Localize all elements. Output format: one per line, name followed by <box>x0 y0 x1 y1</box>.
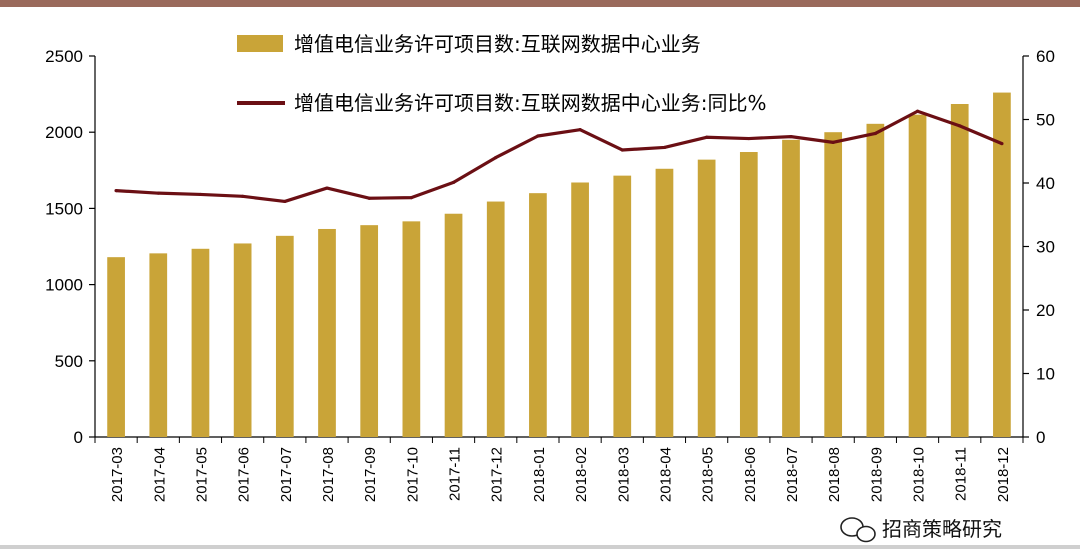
line-point-2017-10 <box>409 196 413 200</box>
legend: 增值电信业务许可项目数:互联网数据中心业务 增值电信业务许可项目数:互联网数据中… <box>237 32 766 115</box>
left-tick-label: 1000 <box>45 276 83 295</box>
left-tick-label: 1500 <box>45 199 83 218</box>
x-tick-label: 2017-12 <box>489 447 506 502</box>
bar-2017-03 <box>107 257 125 437</box>
bar-2018-02 <box>571 182 589 437</box>
x-tick-label: 2017-05 <box>193 447 210 502</box>
line-point-2017-09 <box>367 196 371 200</box>
right-tick-label: 20 <box>1036 301 1055 320</box>
bar-2017-12 <box>486 201 505 437</box>
x-tick-label: 2018-05 <box>700 447 717 502</box>
left-tick-label: 0 <box>74 428 83 447</box>
left-tick-label: 2000 <box>45 123 83 142</box>
line-point-2018-01 <box>536 134 540 138</box>
x-tick-label: 2018-10 <box>911 447 928 502</box>
right-tick-label: 30 <box>1036 238 1055 257</box>
x-tick-label: 2017-03 <box>109 447 126 502</box>
bars <box>107 92 1011 438</box>
x-tick-label: 2018-08 <box>826 447 843 502</box>
bar-2018-09 <box>866 123 885 438</box>
line-point-2018-08 <box>831 140 835 144</box>
line-series <box>114 109 1004 204</box>
bar-2018-12 <box>993 92 1011 438</box>
line-point-2018-10 <box>915 109 920 113</box>
bar-2017-10 <box>402 221 421 437</box>
bar-2018-03 <box>613 175 632 437</box>
bar-2018-07 <box>782 139 800 437</box>
line-point-2018-07 <box>789 135 793 139</box>
right-tick-label: 40 <box>1036 174 1055 193</box>
bottom-band <box>0 545 1080 549</box>
x-tick-label: 2017-11 <box>447 447 464 501</box>
line-point-2018-06 <box>747 136 751 141</box>
x-tick-label: 2018-07 <box>784 447 801 502</box>
line-point-2018-04 <box>662 145 667 150</box>
line-point-2017-05 <box>198 192 203 197</box>
x-tick-label: 2018-06 <box>742 447 759 502</box>
bar-2018-08 <box>824 132 843 437</box>
bar-2018-05 <box>697 159 716 437</box>
x-tick-label: 2017-10 <box>404 447 421 502</box>
bar-2017-05 <box>191 248 210 437</box>
x-tick-label: 2018-09 <box>868 447 885 502</box>
line-point-2017-07 <box>283 199 287 204</box>
legend-line-label: 增值电信业务许可项目数:互联网数据中心业务:同比% <box>294 91 766 115</box>
right-tick-label: 50 <box>1036 111 1055 130</box>
line-point-2018-05 <box>705 135 709 139</box>
x-tick-label: 2018-02 <box>573 447 590 502</box>
right-tick-label: 0 <box>1036 428 1045 447</box>
bar-2017-08 <box>318 228 336 437</box>
bar-2018-11 <box>950 104 969 438</box>
right-tick-label: 10 <box>1036 365 1055 384</box>
x-tick-label: 2017-07 <box>278 447 295 502</box>
line-point-2017-11 <box>451 180 456 184</box>
bar-2017-09 <box>360 225 379 437</box>
axes: 0 500 1000 1500 2000 2500 0 10 20 30 40 50 60 2017-03… <box>45 47 1055 502</box>
line-point-2017-06 <box>241 194 245 198</box>
bar-2017-11 <box>444 213 463 437</box>
bar-2017-07 <box>275 235 294 437</box>
line-point-2017-04 <box>156 191 160 195</box>
title-band <box>0 0 1080 7</box>
x-tick-label: 2017-04 <box>151 447 168 502</box>
bar-2017-04 <box>149 253 168 437</box>
right-tick-label: 60 <box>1036 47 1055 66</box>
left-tick-label: 2500 <box>45 47 83 66</box>
wechat-icon <box>840 517 876 543</box>
legend-bar-swatch <box>237 35 283 52</box>
line-point-2017-08 <box>325 186 329 190</box>
watermark: 招商策略研究 <box>840 517 1002 543</box>
x-tick-label: 2018-04 <box>657 447 674 502</box>
line-point-2018-03 <box>620 148 624 152</box>
x-tick-label: 2017-09 <box>362 447 379 502</box>
x-tick-label: 2018-12 <box>995 447 1012 502</box>
yoy-line <box>115 109 1003 204</box>
left-tick-label: 500 <box>55 352 83 371</box>
x-tick-label: 2018-01 <box>531 447 548 502</box>
line-point-2018-12 <box>1000 142 1004 146</box>
x-tick-label: 2018-11 <box>953 447 970 501</box>
line-point-2017-03 <box>114 189 118 193</box>
watermark-text: 招商策略研究 <box>882 517 1002 541</box>
legend-bar-label: 增值电信业务许可项目数:互联网数据中心业务 <box>294 32 701 56</box>
x-tick-label: 2018-03 <box>615 447 632 502</box>
x-tick-label: 2017-08 <box>320 447 337 502</box>
bar-2018-01 <box>529 193 547 437</box>
line-point-2017-12 <box>494 156 498 160</box>
bar-2018-04 <box>655 168 674 437</box>
x-tick-label: 2017-06 <box>236 447 253 502</box>
bar-2018-10 <box>908 114 927 437</box>
bar-2018-06 <box>739 152 758 437</box>
bar-2017-06 <box>233 243 252 437</box>
line-point-2018-11 <box>958 124 962 128</box>
line-point-2018-02 <box>578 128 582 132</box>
line-point-2018-09 <box>873 131 877 136</box>
